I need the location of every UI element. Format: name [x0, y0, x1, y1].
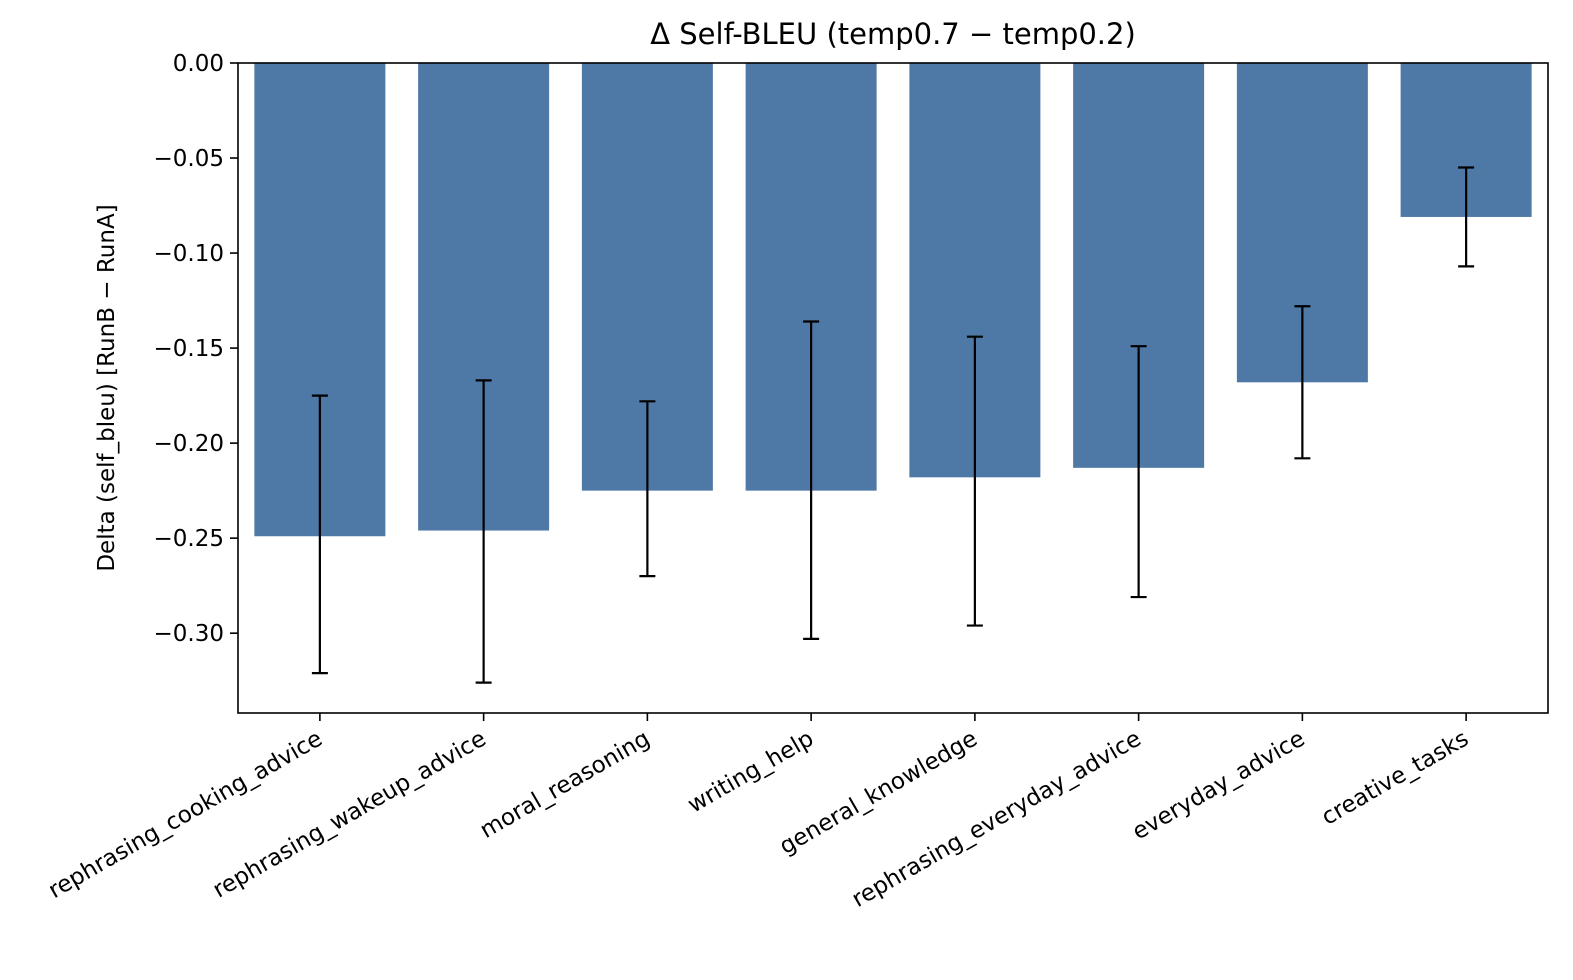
- error-bar: [1294, 305, 1311, 460]
- y-tick-label: −0.20: [154, 431, 224, 457]
- x-tick-label: rephrasing_wakeup_advice: [209, 726, 491, 904]
- bars-group: [254, 63, 1532, 537]
- x-tick-label: creative_tasks: [1317, 726, 1473, 831]
- error-bar: [966, 335, 983, 627]
- y-tick-label: −0.25: [154, 526, 224, 552]
- x-tick-label: everyday_advice: [1128, 726, 1309, 846]
- y-tick-label: −0.15: [154, 336, 224, 362]
- y-tick-label: 0.00: [173, 51, 224, 77]
- error-bars-group: [311, 166, 1475, 684]
- error-bar: [311, 394, 328, 675]
- error-bar: [475, 379, 492, 684]
- error-bar: [803, 320, 820, 640]
- plot-frame: [237, 62, 1549, 714]
- error-bar: [1130, 345, 1147, 599]
- y-axis-label: Delta (self_bleu) [RunB − RunA]: [94, 204, 120, 571]
- x-axis-ticks: rephrasing_cooking_advicerephrasing_wake…: [44, 713, 1473, 913]
- x-tick-label: rephrasing_cooking_advice: [44, 726, 327, 904]
- y-tick-label: −0.10: [154, 241, 224, 267]
- chart-title: Δ Self-BLEU (temp0.7 − temp0.2): [650, 17, 1136, 51]
- error-bar: [1458, 166, 1475, 268]
- x-tick-label: moral_reasoning: [476, 726, 655, 844]
- y-tick-label: −0.30: [154, 621, 224, 647]
- x-tick-label: writing_help: [683, 726, 818, 819]
- y-tick-label: −0.05: [154, 146, 224, 172]
- x-tick-label: rephrasing_everyday_advice: [848, 726, 1146, 913]
- error-bar: [639, 400, 656, 578]
- y-axis-ticks: 0.00 −0.05 −0.10 −0.15 −0.20 −0.25 −0.30: [154, 51, 238, 647]
